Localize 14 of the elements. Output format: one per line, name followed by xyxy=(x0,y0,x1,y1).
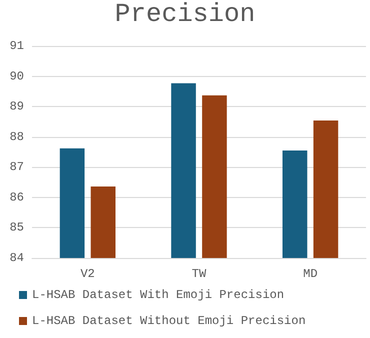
x-tick-label: V2 xyxy=(80,267,95,281)
chart-title: Precision xyxy=(114,0,256,29)
legend-label: L-HSAB Dataset Without Emoji Precision xyxy=(32,314,306,328)
x-tick-label: TW xyxy=(192,267,207,281)
y-tick-label: 87 xyxy=(10,160,24,174)
y-tick-label: 89 xyxy=(10,100,24,114)
y-tick-label: 85 xyxy=(10,220,24,235)
legend-label: L-HSAB Dataset With Emoji Precision xyxy=(32,288,284,302)
y-tick-label: 88 xyxy=(10,130,24,144)
y-tick-label: 84 xyxy=(10,251,24,265)
y-tick-label: 90 xyxy=(10,69,24,84)
y-tick-label: 86 xyxy=(10,190,24,204)
x-tick-label: MD xyxy=(303,267,318,281)
y-tick-label: 91 xyxy=(10,39,24,53)
